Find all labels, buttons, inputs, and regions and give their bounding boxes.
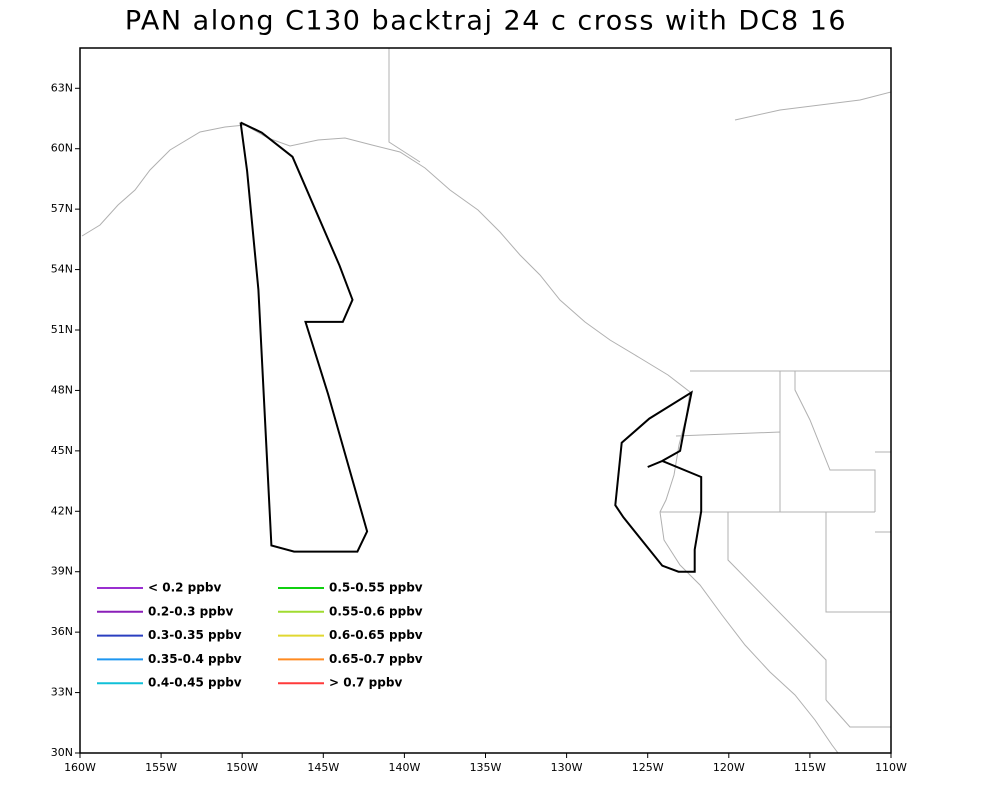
coastline bbox=[81, 124, 839, 754]
legend-label: < 0.2 ppbv bbox=[148, 581, 221, 595]
coastline bbox=[734, 91, 892, 121]
y-tick-label: 42N bbox=[51, 504, 73, 517]
y-tick-label: 54N bbox=[51, 263, 73, 276]
x-tick-label: 140W bbox=[388, 761, 420, 774]
y-tick-label: 30N bbox=[51, 746, 73, 759]
x-tick-label: 125W bbox=[632, 761, 664, 774]
y-tick-label: 48N bbox=[51, 383, 73, 396]
legend-label: 0.6-0.65 ppbv bbox=[329, 628, 423, 642]
y-tick-label: 63N bbox=[51, 81, 73, 94]
x-tick-label: 150W bbox=[226, 761, 258, 774]
legend-label: 0.65-0.7 ppbv bbox=[329, 652, 423, 666]
legend-label: 0.4-0.45 ppbv bbox=[148, 676, 242, 690]
x-tick-label: 115W bbox=[794, 761, 826, 774]
y-tick-label: 57N bbox=[51, 202, 73, 215]
trajectory bbox=[614, 390, 703, 573]
alaska-canada-border bbox=[388, 48, 421, 163]
state-border bbox=[779, 371, 876, 512]
legend-label: 0.2-0.3 ppbv bbox=[148, 604, 233, 618]
x-tick-label: 160W bbox=[64, 761, 96, 774]
legend-label: 0.5-0.55 ppbv bbox=[329, 581, 423, 595]
x-tick-label: 130W bbox=[551, 761, 583, 774]
legend-label: 0.35-0.4 ppbv bbox=[148, 652, 242, 666]
y-tick-label: 36N bbox=[51, 625, 73, 638]
trajectory bbox=[239, 121, 369, 553]
state-border bbox=[825, 451, 891, 728]
y-tick-label: 45N bbox=[51, 444, 73, 457]
y-tick-label: 60N bbox=[51, 142, 73, 155]
state-border bbox=[825, 512, 891, 613]
map-frame bbox=[79, 47, 892, 754]
state-border bbox=[727, 512, 827, 700]
map-title: PAN along C130 backtraj 24 c cross with … bbox=[125, 6, 847, 37]
x-tick-label: 155W bbox=[145, 761, 177, 774]
legend-label: 0.55-0.6 ppbv bbox=[329, 604, 423, 618]
legend-label: > 0.7 ppbv bbox=[329, 676, 402, 690]
x-tick-label: 120W bbox=[713, 761, 745, 774]
x-tick-label: 110W bbox=[875, 761, 907, 774]
x-tick-label: 145W bbox=[307, 761, 339, 774]
y-tick-label: 39N bbox=[51, 565, 73, 578]
geography bbox=[81, 48, 892, 754]
y-tick-label: 33N bbox=[51, 686, 73, 699]
y-tick-label: 51N bbox=[51, 323, 73, 336]
x-tick-label: 135W bbox=[470, 761, 502, 774]
legend-label: 0.3-0.35 ppbv bbox=[148, 628, 242, 642]
